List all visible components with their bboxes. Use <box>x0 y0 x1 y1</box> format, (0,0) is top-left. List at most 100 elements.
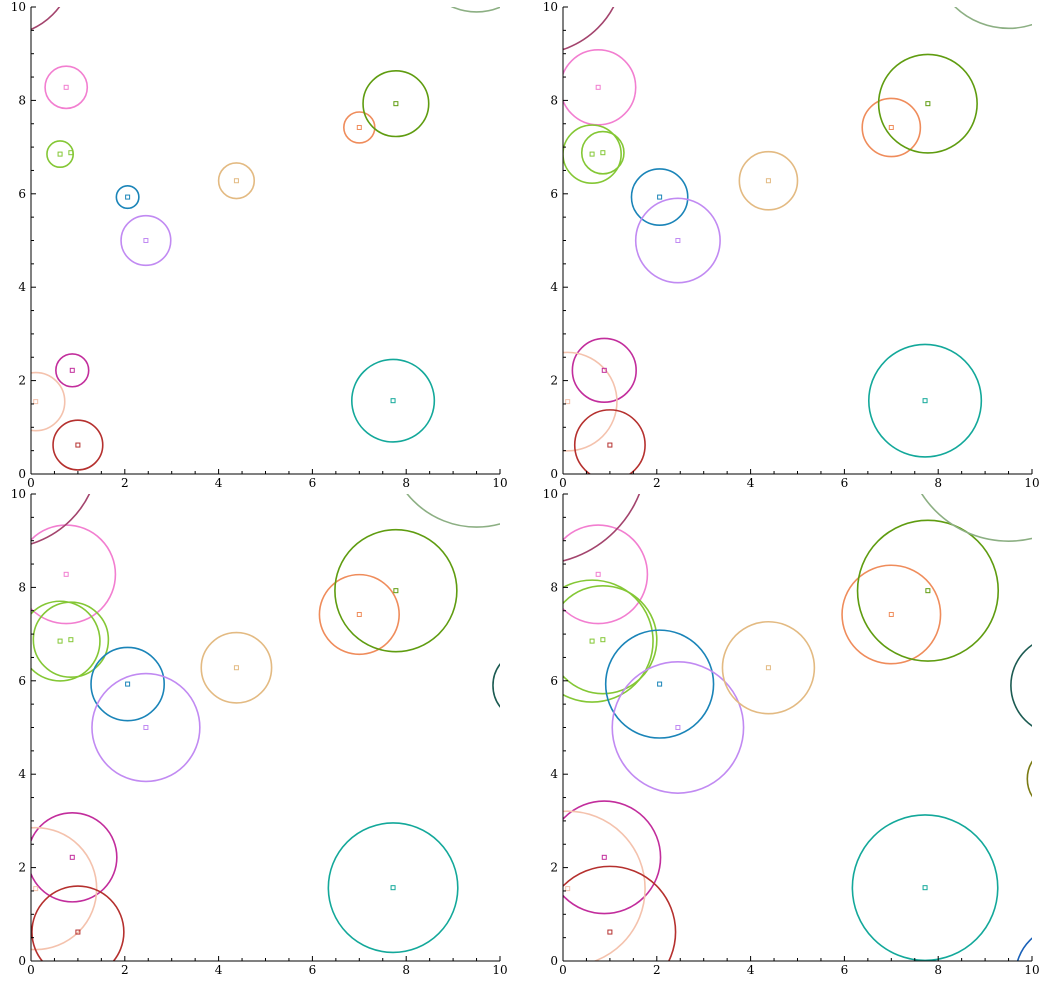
center-point-marker <box>390 885 396 891</box>
radius-circle <box>738 150 799 211</box>
center-point-marker <box>69 854 75 860</box>
center-point-marker <box>143 725 149 730</box>
y-tick-label: 8 <box>550 580 558 594</box>
center-point-marker <box>75 929 81 935</box>
circles-layer <box>31 7 500 471</box>
y-tick-label: 10 <box>543 487 558 501</box>
radius-circle <box>334 528 458 653</box>
radius-circle <box>571 337 637 404</box>
radius-circle <box>580 130 625 175</box>
radius-circle <box>867 343 983 458</box>
radius-circle <box>31 494 91 545</box>
x-tick-label: 6 <box>309 476 317 490</box>
center-point-marker <box>63 571 69 577</box>
y-tick-label: 8 <box>18 93 26 107</box>
center-point-marker <box>601 854 607 860</box>
center-point-marker <box>33 886 39 892</box>
radius-circle <box>604 629 715 739</box>
center-point-marker <box>69 367 75 373</box>
y-tick-label: 8 <box>18 580 26 594</box>
radius-circle <box>1026 760 1032 798</box>
radius-circle <box>31 371 66 432</box>
y-tick-label: 10 <box>11 487 26 501</box>
radius-circle <box>31 826 98 951</box>
radius-circle <box>318 573 400 656</box>
y-tick-label: 2 <box>550 861 558 875</box>
radius-circle <box>217 162 256 200</box>
x-tick-label: 2 <box>121 963 129 977</box>
y-tick-label: 4 <box>550 767 558 781</box>
radius-circle <box>563 810 646 961</box>
x-tick-label: 6 <box>841 963 849 977</box>
center-point-marker <box>233 178 239 184</box>
radius-circle <box>861 97 922 158</box>
center-point-marker <box>925 101 931 107</box>
radius-circle <box>91 672 201 783</box>
y-tick-label: 6 <box>18 674 26 688</box>
center-point-marker <box>33 399 39 405</box>
radius-circle <box>450 7 500 13</box>
center-point-marker <box>765 665 771 671</box>
center-point-marker <box>925 588 931 594</box>
radius-circle <box>721 620 816 715</box>
center-point-marker <box>75 442 81 448</box>
center-point-marker <box>607 929 613 935</box>
radius-circle <box>55 353 90 388</box>
x-tick-label: 10 <box>492 963 507 977</box>
radius-circle <box>1010 644 1032 727</box>
radius-circle <box>200 631 273 704</box>
x-tick-label: 10 <box>1024 963 1039 977</box>
x-tick-label: 2 <box>653 963 661 977</box>
center-point-marker <box>393 588 399 594</box>
center-point-marker <box>125 681 131 687</box>
x-tick-label: 0 <box>27 476 35 490</box>
y-tick-label: 2 <box>18 861 26 875</box>
radius-circle <box>920 494 1032 542</box>
y-tick-label: 2 <box>550 374 558 388</box>
radius-circle <box>52 419 104 471</box>
radius-circle <box>563 351 618 452</box>
radius-circle <box>32 601 110 679</box>
radius-circle <box>406 494 500 528</box>
panel-top-right: 0 2 4 6 8 10 0 2 4 6 8 10 <box>543 0 1040 490</box>
radius-circle <box>563 494 641 562</box>
y-tick-label: 10 <box>11 0 26 14</box>
panel-bottom-left: 0 2 4 6 8 10 0 2 4 6 8 10 <box>11 487 508 977</box>
x-tick-label: 8 <box>934 476 942 490</box>
y-tick-label: 10 <box>543 0 558 14</box>
circles-layer <box>563 7 1032 474</box>
radius-circle <box>630 168 689 227</box>
y-tick-label: 0 <box>18 954 26 968</box>
radius-circle <box>563 124 622 184</box>
radius-circle <box>563 49 637 126</box>
center-point-marker <box>589 151 595 157</box>
center-point-marker <box>675 238 681 243</box>
center-point-marker <box>57 151 63 157</box>
x-tick-label: 0 <box>559 476 567 490</box>
x-tick-label: 4 <box>215 476 223 490</box>
center-point-marker <box>601 367 607 373</box>
center-point-marker <box>765 178 771 184</box>
radius-circle <box>851 814 999 961</box>
center-point-marker <box>922 885 928 891</box>
center-point-marker <box>125 194 131 200</box>
center-point-marker <box>600 637 606 643</box>
x-tick-label: 10 <box>1024 476 1039 490</box>
radius-circle <box>492 663 500 708</box>
center-point-marker <box>63 84 69 90</box>
radius-circle <box>634 197 721 284</box>
radius-circle <box>350 358 436 443</box>
center-point-marker <box>565 399 571 405</box>
radius-circle <box>611 661 745 794</box>
radius-circle <box>115 185 140 210</box>
radius-circle <box>563 524 649 625</box>
y-tick-label: 0 <box>550 954 558 968</box>
y-tick-label: 8 <box>550 93 558 107</box>
radius-circle <box>120 214 172 267</box>
center-point-marker <box>595 84 601 90</box>
radius-circle <box>563 865 677 961</box>
x-tick-label: 8 <box>402 963 410 977</box>
y-tick-label: 4 <box>550 280 558 294</box>
y-tick-label: 6 <box>18 187 26 201</box>
radius-circle <box>31 885 125 961</box>
